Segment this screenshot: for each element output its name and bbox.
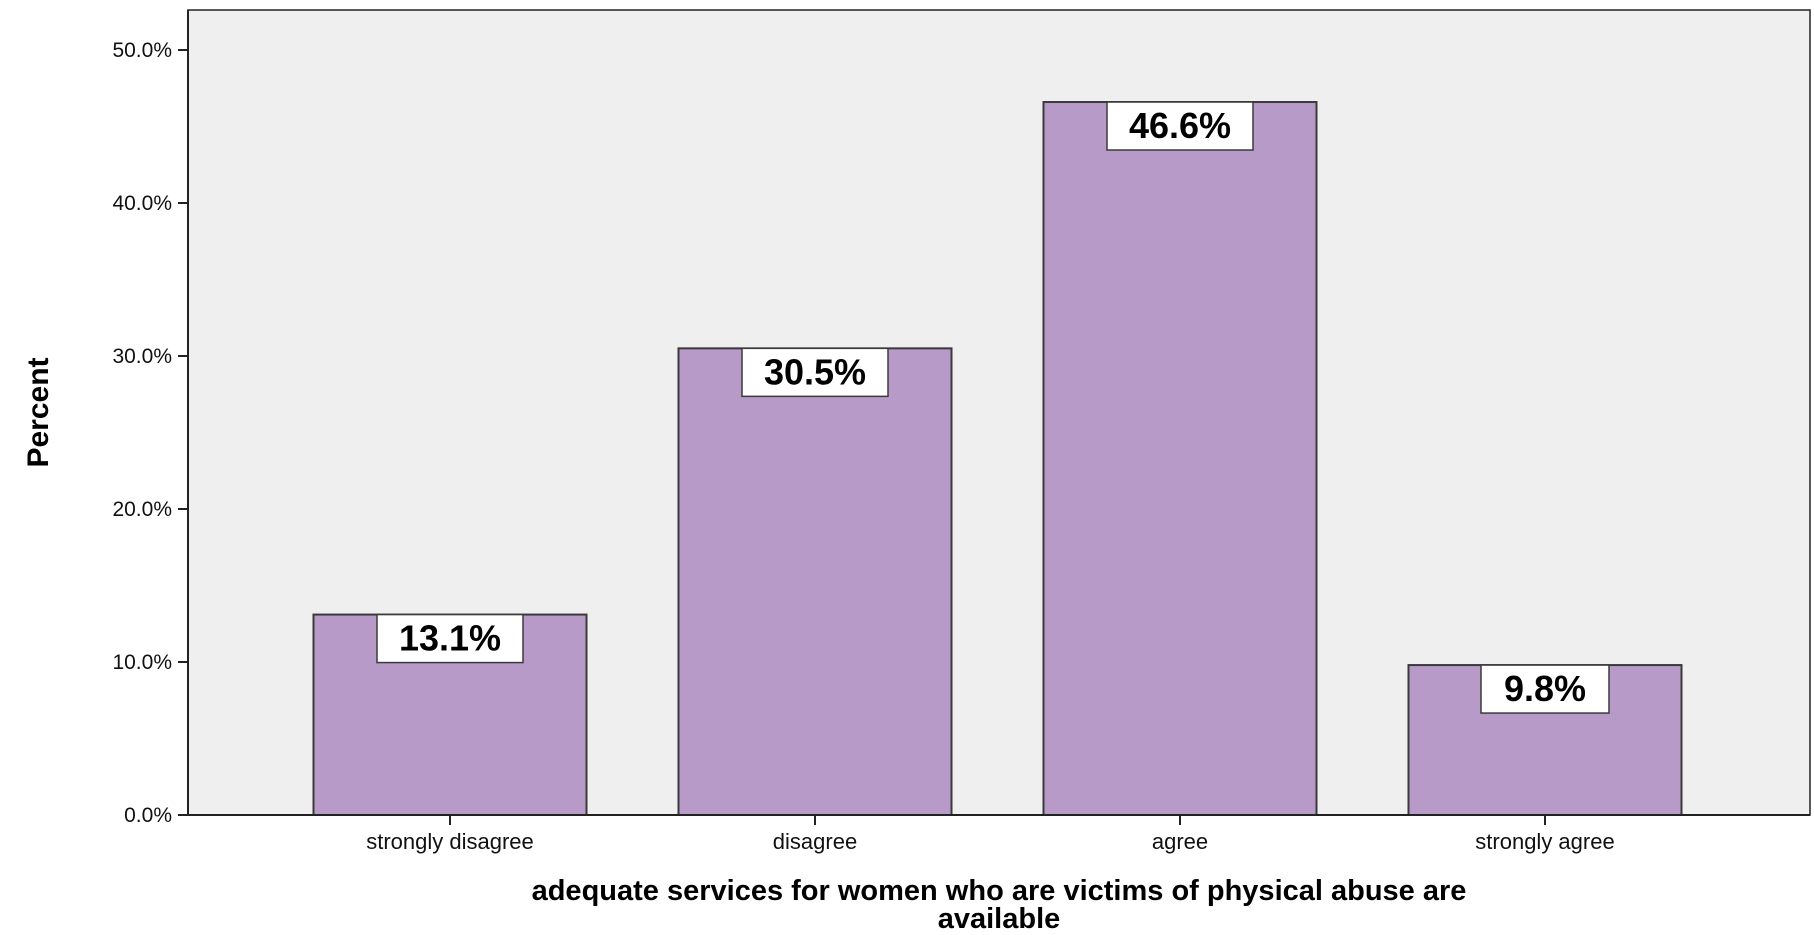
- data-label: 9.8%: [1504, 668, 1586, 709]
- y-axis-ticks: 0.0% 10.0% 20.0% 30.0% 40.0% 50.0%: [112, 39, 188, 827]
- x-axis-title: adequate services for women who are vict…: [532, 875, 1467, 930]
- data-label: 30.5%: [764, 351, 866, 392]
- x-axis-title-line: adequate services for women who are vict…: [532, 875, 1467, 907]
- x-tick-label: disagree: [773, 829, 857, 854]
- x-tick-label: agree: [1152, 829, 1208, 854]
- data-label: 46.6%: [1129, 105, 1231, 146]
- y-tick-label: 0.0%: [124, 804, 172, 827]
- y-tick-label: 40.0%: [112, 192, 172, 215]
- y-tick-label: 30.0%: [112, 345, 172, 368]
- x-tick-label: strongly disagree: [366, 829, 534, 854]
- data-label-box: [376, 613, 524, 664]
- x-tick-label: strongly agree: [1475, 829, 1614, 854]
- y-axis-title: Percent: [22, 357, 55, 467]
- bar: [1042, 101, 1318, 816]
- y-tick-label: 10.0%: [112, 651, 172, 674]
- x-axis-ticks: strongly disagree disagree agree strongly a…: [366, 815, 1615, 854]
- data-label-box: [1480, 664, 1610, 714]
- data-label-box: [1106, 101, 1254, 151]
- bar: [677, 347, 953, 816]
- data-label-box: [741, 347, 889, 398]
- y-tick-label: 20.0%: [112, 498, 172, 521]
- x-axis-title-line: available: [938, 903, 1061, 930]
- data-label: 13.1%: [399, 618, 501, 659]
- data-labels: 13.1% 30.5% 46.6% 9.8%: [376, 101, 1610, 714]
- y-tick-label: 50.0%: [112, 39, 172, 62]
